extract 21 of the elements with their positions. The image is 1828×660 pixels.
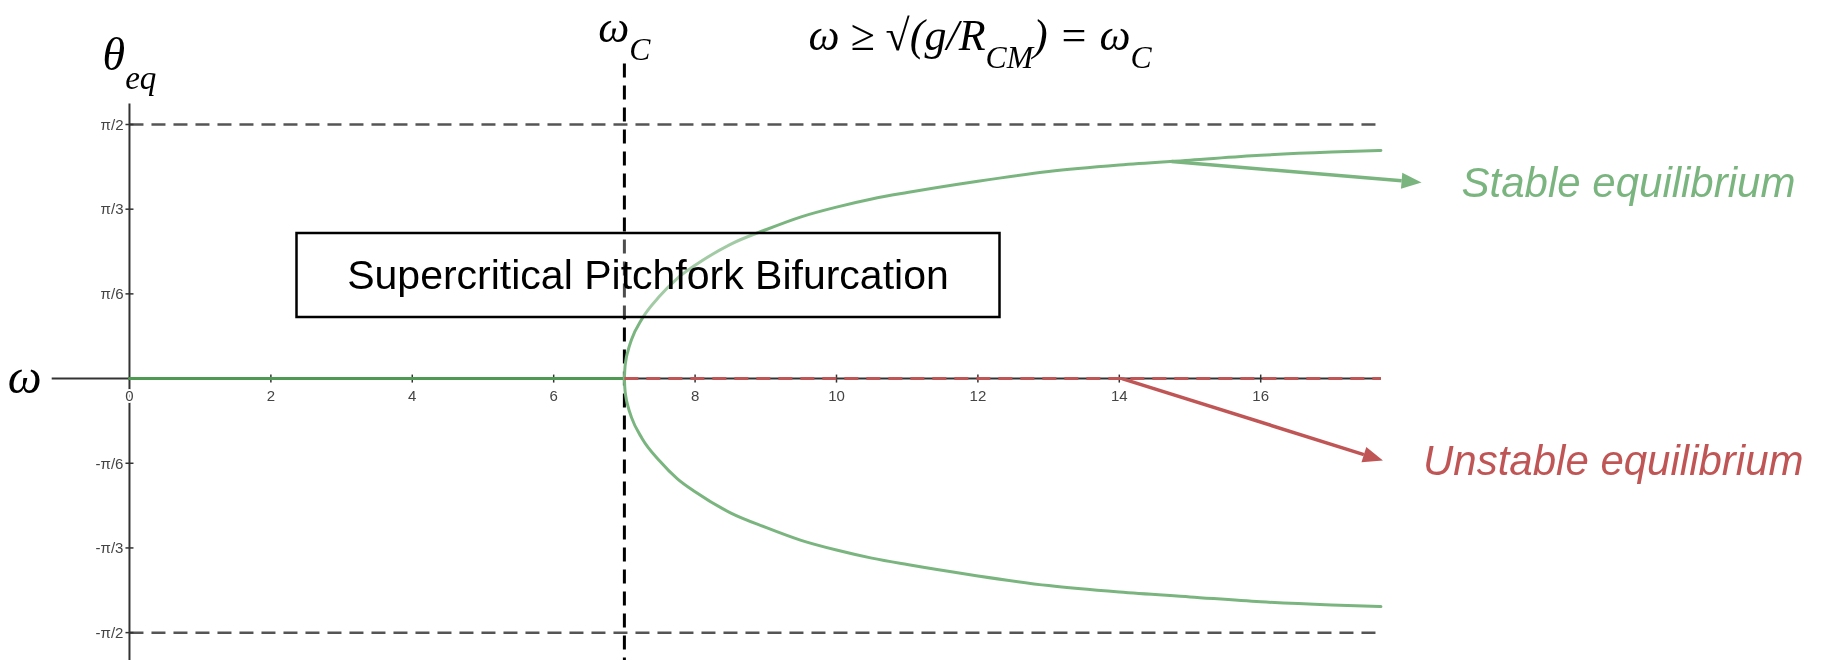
- legend-label: Stable equilibrium: [1461, 159, 1796, 207]
- y-tick-label: π/6: [100, 285, 124, 303]
- annotation: Supercritical Pitchfork Bifurcation: [347, 252, 949, 299]
- x-tick-label: 6: [549, 386, 558, 404]
- y-axis-title: θ$_{eq}$: [102, 28, 157, 96]
- chart-title: ω ≥ √(g/R$_{CM}$) = ω$_{C}$: [808, 11, 1153, 75]
- ref-line-label: ω$_{C}$: [598, 2, 652, 67]
- y-tick-label: π/3: [100, 200, 124, 218]
- y-tick-label: -π/3: [95, 539, 124, 557]
- x-tick-label: 14: [1110, 386, 1128, 404]
- x-tick-label: 12: [969, 386, 987, 404]
- x-tick-label: 8: [690, 386, 700, 404]
- x-tick-label: 16: [1252, 386, 1270, 404]
- x-tick-label: 4: [408, 386, 417, 404]
- y-tick-label: π/2: [100, 115, 124, 133]
- x-axis-title: ω: [7, 349, 42, 403]
- legend-label: Unstable equilibrium: [1422, 437, 1804, 485]
- y-tick-label: -π/6: [95, 454, 124, 472]
- y-tick-label: -π/2: [95, 623, 124, 641]
- x-tick-label: 2: [266, 386, 276, 404]
- x-tick-label: 10: [828, 386, 845, 404]
